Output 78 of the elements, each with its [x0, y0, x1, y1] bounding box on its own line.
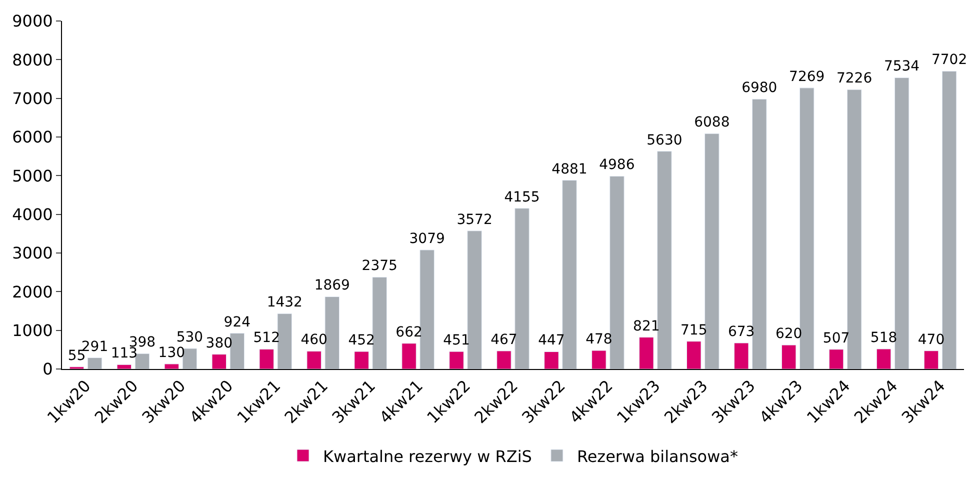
y-tick-label: 9000 [12, 12, 53, 31]
data-label: 1869 [314, 278, 350, 294]
legend-label: Rezerwa bilansowa* [576, 446, 738, 466]
data-label: 478 [586, 332, 612, 348]
data-label: 4881 [552, 161, 588, 178]
data-label: 924 [224, 314, 251, 330]
data-label: 673 [728, 324, 755, 340]
y-tick-label: 1000 [12, 320, 53, 340]
data-label: 662 [396, 324, 422, 340]
data-label: 7702 [931, 52, 968, 68]
bar [544, 351, 559, 369]
data-label: 470 [918, 332, 945, 348]
data-label: 460 [300, 332, 328, 348]
data-label: 6088 [694, 114, 730, 131]
data-label: 507 [822, 330, 850, 346]
bar [592, 350, 606, 369]
bar [306, 350, 322, 369]
bar [752, 98, 767, 369]
bar [496, 350, 512, 369]
bar [259, 348, 274, 369]
data-label: 5630 [646, 132, 682, 148]
bar [657, 151, 672, 369]
bar [562, 180, 577, 369]
bar [324, 296, 340, 369]
bar [164, 364, 180, 369]
bar [639, 337, 654, 369]
bar [354, 351, 369, 369]
data-label: 1432 [266, 294, 302, 311]
bar [924, 350, 939, 369]
data-label: 451 [443, 332, 470, 349]
data-label: 4155 [504, 189, 540, 206]
y-tick-label: 6000 [12, 128, 53, 147]
data-label: 2375 [362, 258, 398, 274]
bar [449, 351, 464, 369]
bar [781, 344, 796, 369]
data-label: 7226 [836, 70, 872, 87]
bar [420, 250, 434, 369]
bar [467, 230, 482, 369]
data-label: 130 [158, 344, 186, 361]
bar [87, 358, 102, 369]
data-label: 620 [775, 326, 802, 342]
bar [277, 313, 292, 369]
data-label: 512 [253, 330, 280, 346]
bar [828, 349, 844, 369]
y-tick-label: 8000 [12, 50, 53, 70]
bar [686, 341, 702, 369]
bar [116, 364, 132, 369]
y-tick-label: 7000 [12, 88, 53, 108]
legend-label: Kwartalne rezerwy w RZiS [323, 446, 532, 466]
bar [734, 342, 749, 369]
bar [610, 176, 624, 369]
y-tick-label: 0 [42, 360, 53, 379]
bar [402, 343, 416, 369]
y-tick-label: 2000 [12, 282, 53, 302]
bar [212, 354, 227, 369]
data-label: 452 [348, 332, 375, 349]
bar [372, 276, 387, 369]
bar [514, 208, 530, 369]
data-label: 467 [490, 332, 518, 348]
data-label: 3079 [409, 230, 445, 247]
data-label: 4986 [599, 157, 635, 174]
bar [876, 348, 892, 369]
data-label: 530 [176, 330, 204, 346]
data-label: 447 [538, 332, 565, 349]
data-label: 715 [680, 322, 708, 338]
data-label: 821 [633, 318, 660, 334]
data-label: 3572 [456, 212, 492, 228]
bar [134, 353, 150, 369]
y-tick-label: 3000 [12, 244, 53, 263]
y-tick-label: 5000 [12, 166, 53, 186]
y-tick-label: 4000 [12, 204, 53, 224]
data-label: 7269 [789, 68, 825, 85]
data-label: 518 [870, 330, 898, 346]
data-label: 380 [206, 335, 233, 352]
data-label: 6980 [742, 80, 778, 96]
bar [846, 89, 862, 369]
data-label: 7534 [884, 58, 920, 75]
bar [704, 133, 720, 369]
